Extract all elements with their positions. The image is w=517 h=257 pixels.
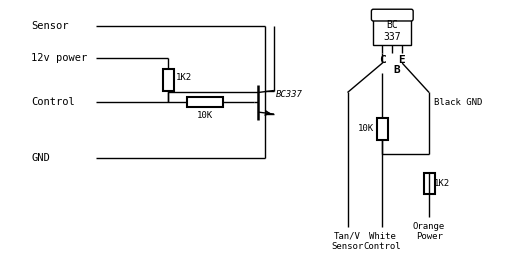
Text: E: E — [399, 55, 405, 65]
Text: 10K: 10K — [197, 111, 214, 120]
Text: BC337: BC337 — [276, 90, 303, 99]
Text: 1K2: 1K2 — [175, 73, 192, 82]
Text: GND: GND — [31, 153, 50, 163]
Text: BC
337: BC 337 — [384, 20, 401, 42]
Text: White
Control: White Control — [363, 232, 401, 251]
Text: B: B — [393, 65, 400, 75]
Bar — [373, 16, 411, 45]
Text: 12v power: 12v power — [31, 53, 87, 63]
Bar — [423, 173, 435, 194]
Text: Tan/V
Sensor: Tan/V Sensor — [331, 232, 363, 251]
Text: Black GND: Black GND — [434, 98, 482, 107]
FancyBboxPatch shape — [371, 9, 413, 21]
Bar — [187, 97, 223, 107]
Text: C: C — [379, 55, 386, 65]
Text: Orange
Power: Orange Power — [413, 222, 445, 241]
Text: 10K: 10K — [357, 124, 374, 133]
Text: Control: Control — [31, 97, 75, 107]
Text: 1K2: 1K2 — [434, 179, 450, 188]
Bar — [163, 69, 174, 91]
Text: Sensor: Sensor — [31, 21, 69, 31]
Bar — [377, 118, 388, 140]
